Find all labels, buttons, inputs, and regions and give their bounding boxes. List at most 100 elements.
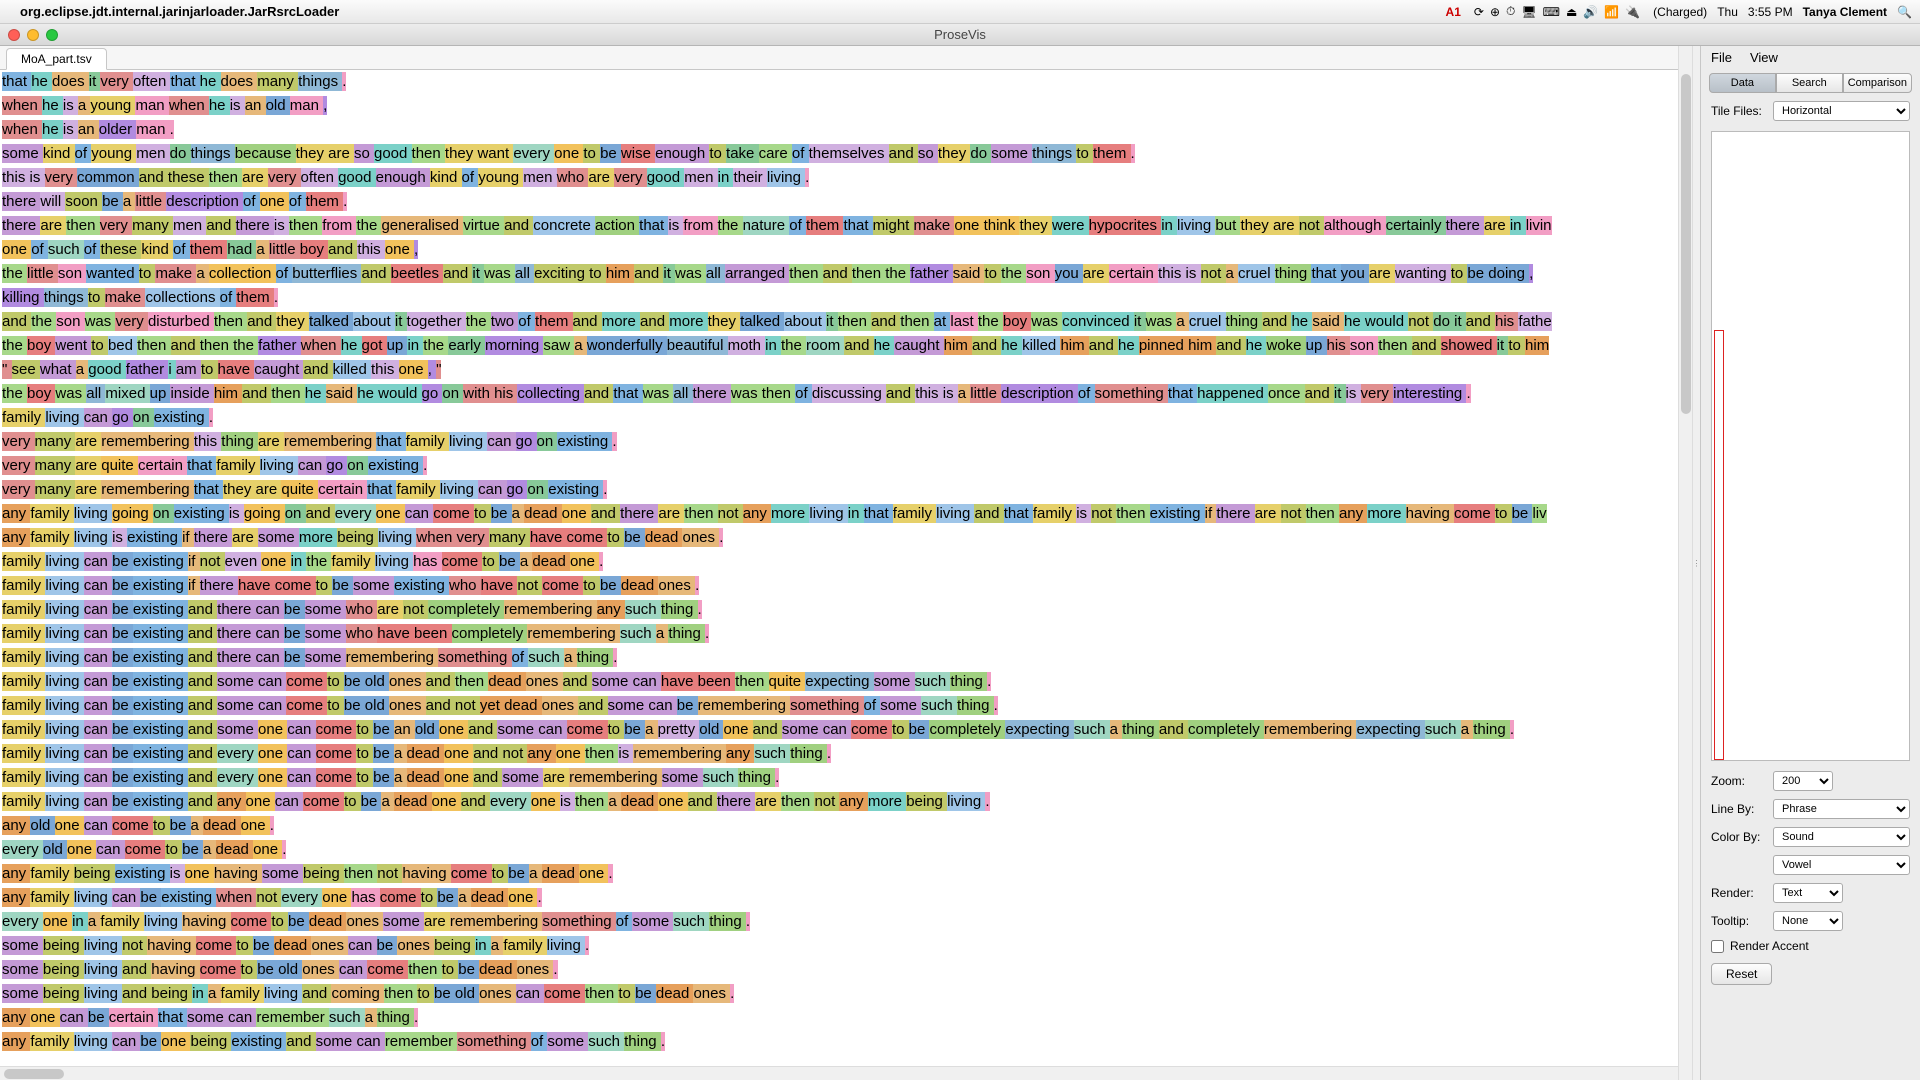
word: living [809, 504, 847, 523]
status-icon[interactable]: 🔊 [1583, 5, 1598, 19]
word: and [328, 240, 357, 259]
horizontal-scrollbar[interactable] [0, 1066, 1678, 1080]
status-icon[interactable]: 🖥 [1521, 5, 1536, 19]
word: existing [133, 600, 188, 619]
word: they [1019, 216, 1052, 235]
seg-comparison[interactable]: Comparison [1843, 73, 1912, 93]
word: not [377, 864, 402, 883]
word: a [574, 336, 587, 355]
word: and [206, 216, 235, 235]
word: and [688, 792, 717, 811]
render-label: Render: [1711, 886, 1767, 900]
text-line: there are then very many men and there i… [2, 214, 1676, 238]
word: one [246, 792, 275, 811]
sidebar-collapse-handle[interactable]: ⋮ [1692, 46, 1700, 1080]
word: in [765, 336, 781, 355]
status-icon[interactable]: ⏏ [1566, 5, 1577, 19]
status-icon[interactable]: ⏱ [1506, 4, 1515, 19]
tile-files-select[interactable]: Horizontal [1773, 101, 1910, 121]
text-line: that he does it very often that he does … [2, 70, 1676, 94]
word: remembering [450, 912, 543, 931]
tooltip-select[interactable]: None [1773, 911, 1843, 931]
word: go [112, 408, 133, 427]
word: son [56, 312, 84, 331]
word: all [86, 384, 105, 403]
word: being [43, 936, 84, 955]
word: . [537, 888, 541, 907]
word: enough [376, 168, 430, 187]
word: son [58, 264, 86, 283]
reset-button[interactable]: Reset [1711, 963, 1772, 985]
view-menu[interactable]: View [1750, 50, 1778, 65]
close-button[interactable] [8, 29, 20, 41]
word: of [789, 216, 806, 235]
word: a [608, 792, 621, 811]
word: this [915, 384, 943, 403]
word: who [557, 168, 589, 187]
word: and [2, 312, 31, 331]
word: on [347, 456, 368, 475]
zoom-select[interactable]: 200 [1773, 771, 1833, 791]
word: . [603, 480, 607, 499]
word: existing [133, 648, 188, 667]
word: existing [161, 888, 216, 907]
status-icon[interactable]: ⌨ [1543, 5, 1560, 19]
render-select[interactable]: Text [1773, 883, 1843, 903]
mode-segmented-control[interactable]: DataSearchComparison [1709, 73, 1912, 93]
word: collection [209, 264, 276, 283]
file-menu[interactable]: File [1711, 50, 1732, 65]
word: living [84, 960, 122, 979]
word: are [377, 600, 403, 619]
word: there [2, 216, 40, 235]
word: some [502, 768, 543, 787]
seg-data[interactable]: Data [1709, 73, 1776, 93]
word: come [567, 528, 608, 547]
word: and [188, 648, 217, 667]
render-accent-checkbox[interactable] [1711, 940, 1724, 953]
colorby-sub-select[interactable]: Vowel [1773, 855, 1910, 875]
file-tab[interactable]: MoA_part.tsv [6, 48, 107, 70]
word: many [35, 480, 76, 499]
word: family [30, 504, 73, 523]
status-icon[interactable]: ⟳ [1474, 5, 1484, 19]
word: he [42, 120, 63, 139]
word: being [43, 960, 84, 979]
word: to [709, 144, 726, 163]
text-viewport[interactable]: that he does it very often that he does … [0, 70, 1678, 1066]
word: some [305, 600, 346, 619]
status-icon[interactable]: 📶 [1604, 5, 1619, 19]
word: being [303, 864, 344, 883]
word: early [448, 336, 485, 355]
vertical-scrollbar[interactable] [1678, 46, 1692, 1080]
overview-minimap[interactable] [1711, 131, 1910, 761]
word: come [380, 888, 421, 907]
minimap-viewport-indicator[interactable] [1714, 330, 1724, 760]
minimize-button[interactable] [27, 29, 39, 41]
spotlight-icon[interactable]: 🔍 [1897, 5, 1912, 19]
word: in [718, 168, 734, 187]
user-name[interactable]: Tanya Clement [1803, 5, 1887, 19]
word: thing [709, 912, 746, 931]
word: . [414, 1008, 418, 1027]
word: one [30, 1008, 59, 1027]
seg-search[interactable]: Search [1776, 73, 1843, 93]
word: living [45, 792, 83, 811]
word: can [96, 840, 124, 859]
word: such [673, 912, 709, 931]
word: thing [668, 624, 705, 643]
word: . [698, 600, 702, 619]
colorby-select[interactable]: Sound [1773, 827, 1910, 847]
word: come [542, 576, 583, 595]
word: every [217, 768, 258, 787]
zoom-button[interactable] [46, 29, 58, 41]
status-icon[interactable]: 🔌 [1625, 5, 1640, 19]
lineby-select[interactable]: Phrase [1773, 799, 1910, 819]
word: they [445, 144, 478, 163]
status-icon[interactable]: ⊕ [1490, 5, 1500, 19]
word: butterflies [292, 264, 361, 283]
word: some [880, 696, 921, 715]
word: thing [1226, 312, 1263, 331]
word: . [613, 648, 617, 667]
word: one [723, 720, 752, 739]
word: living [45, 576, 83, 595]
